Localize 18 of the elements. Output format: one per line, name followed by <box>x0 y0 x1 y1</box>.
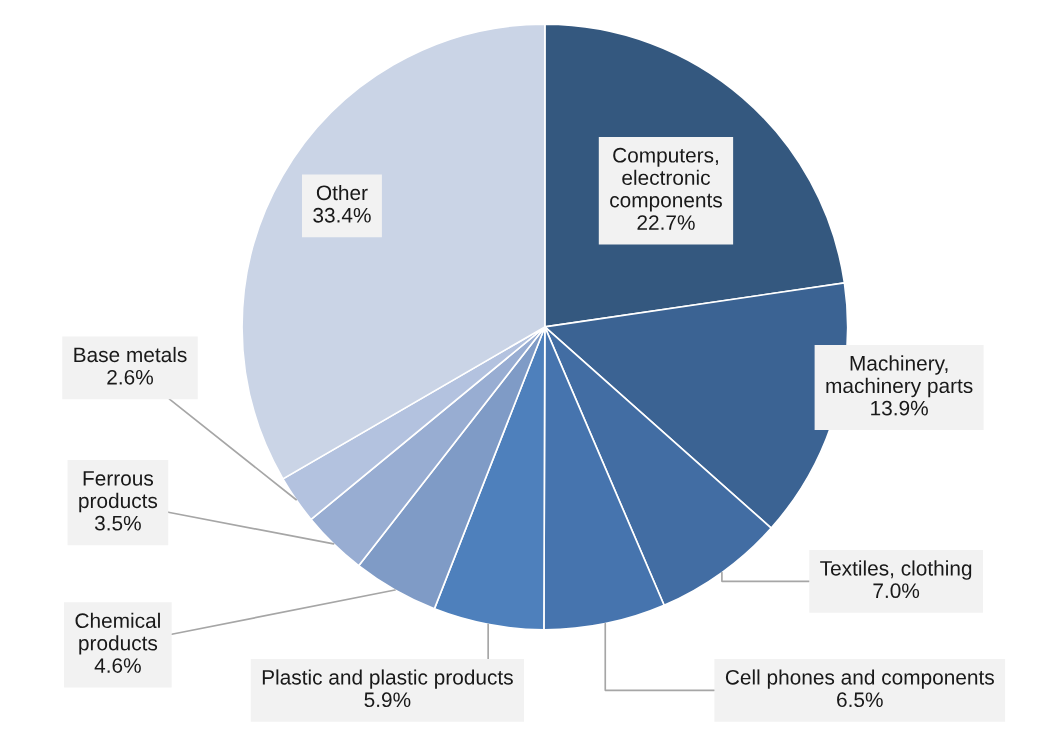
data-label: 2.6% <box>107 369 153 385</box>
data-label: 22.7% <box>637 215 695 230</box>
slice-label: Computers, electronic components <box>610 147 722 212</box>
data-label: 7.0% <box>873 583 920 599</box>
data-label: 4.6% <box>94 658 141 673</box>
slice-label: Base metals <box>74 346 187 363</box>
slice-label: Cell phones and components <box>725 669 994 689</box>
data-label: 33.4% <box>313 207 371 223</box>
slice-label: Chemical products <box>75 612 160 655</box>
slice-label: Plastic and plastic products <box>262 669 513 689</box>
data-label: 3.5% <box>94 515 141 531</box>
data-label: 6.5% <box>837 692 883 708</box>
slice-label: Other <box>316 184 368 201</box>
data-label: 5.9% <box>364 692 411 708</box>
slice-label: Machinery, machinery parts <box>826 355 973 398</box>
slice-label: Ferrous products <box>79 471 158 513</box>
slice-label: Textiles, clothing <box>820 560 972 580</box>
data-label: 13.9% <box>871 400 928 416</box>
